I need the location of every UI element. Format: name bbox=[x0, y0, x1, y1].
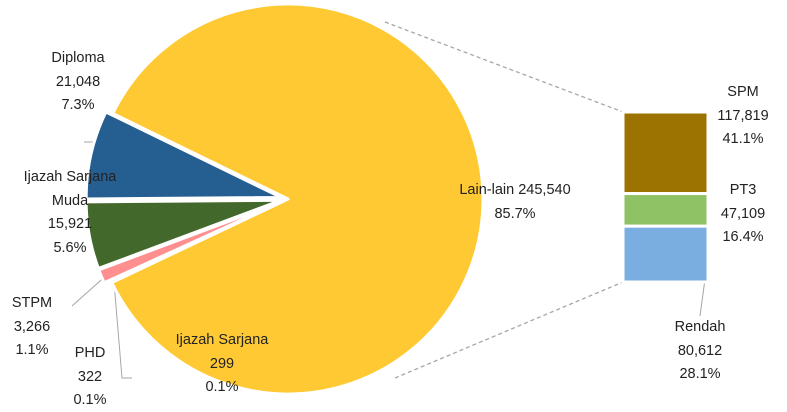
connector bbox=[394, 281, 624, 379]
label-text: 41.1% bbox=[722, 131, 764, 147]
bar-segment bbox=[621, 224, 710, 284]
label-text: 245,540 bbox=[518, 182, 571, 198]
label-text: 322 bbox=[77, 368, 103, 385]
label-text: Rendah bbox=[674, 319, 726, 335]
pie-slice bbox=[110, 2, 485, 396]
label-text: 117,819 bbox=[717, 107, 769, 124]
bar-segment bbox=[621, 192, 710, 228]
label-text: 7.3% bbox=[61, 97, 95, 113]
label-text: SPM bbox=[727, 84, 759, 100]
label-text: Lain-lain bbox=[459, 182, 515, 198]
label-text: 16.4% bbox=[722, 229, 764, 245]
label-text: 0.1% bbox=[205, 379, 239, 395]
label-text: PHD bbox=[74, 345, 106, 361]
label-text: 15,921 bbox=[47, 216, 93, 232]
pie-slice bbox=[84, 198, 283, 270]
label-line: Lain-lain 245,540 bbox=[430, 179, 600, 203]
data-label: PT3 47,109 16.4% bbox=[708, 179, 778, 250]
label-text: 299 bbox=[209, 355, 235, 372]
label-text: Ijazah Sarjana bbox=[175, 332, 269, 348]
data-label: Ijazah Sarjana Muda 15,921 5.6% bbox=[10, 166, 130, 260]
data-label: STPM 3,266 1.1% bbox=[2, 292, 62, 363]
label-text: STPM bbox=[11, 295, 53, 311]
data-label: Lain-lain 245,540 85.7% bbox=[430, 179, 600, 226]
label-text: 85.7% bbox=[494, 205, 536, 222]
label-text: PT3 bbox=[729, 182, 757, 198]
connector bbox=[384, 21, 624, 113]
label-text: 5.6% bbox=[53, 239, 87, 256]
pie-slice bbox=[84, 110, 283, 201]
data-label: SPM 117,819 41.1% bbox=[708, 81, 778, 152]
label-text: 1.1% bbox=[15, 342, 49, 358]
label-text: 3,266 bbox=[13, 318, 51, 335]
label-text: 80,612 bbox=[677, 342, 723, 359]
data-label: Diploma 21,048 7.3% bbox=[28, 47, 128, 118]
bar-segment bbox=[621, 110, 710, 196]
label-text: 28.1% bbox=[679, 366, 721, 382]
leader-line bbox=[113, 281, 132, 379]
label-text: 47,109 bbox=[720, 205, 766, 222]
data-label: Rendah 80,612 28.1% bbox=[655, 316, 745, 387]
label-text: Diploma bbox=[51, 50, 105, 66]
data-label: PHD 322 0.1% bbox=[60, 342, 120, 412]
label-text: Ijazah Sarjana Muda bbox=[23, 169, 117, 209]
label-text: 0.1% bbox=[73, 392, 107, 408]
label-text: 21,048 bbox=[55, 73, 101, 90]
data-label: Ijazah Sarjana 299 0.1% bbox=[162, 329, 282, 400]
